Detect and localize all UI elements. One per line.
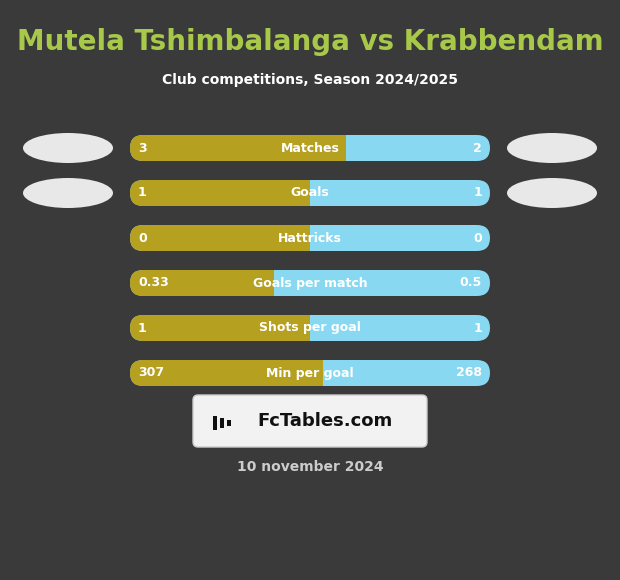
Text: 0.33: 0.33	[138, 277, 169, 289]
Text: 10 november 2024: 10 november 2024	[237, 460, 383, 474]
Text: 1: 1	[473, 321, 482, 335]
Bar	[213, 416, 217, 430]
Text: 0: 0	[138, 231, 147, 245]
Text: 1: 1	[138, 187, 147, 200]
Text: 0: 0	[473, 231, 482, 245]
Text: Club competitions, Season 2024/2025: Club competitions, Season 2024/2025	[162, 73, 458, 87]
FancyBboxPatch shape	[130, 270, 490, 296]
FancyBboxPatch shape	[130, 360, 322, 386]
Bar	[333, 135, 346, 161]
Text: Matches: Matches	[281, 142, 339, 154]
FancyBboxPatch shape	[130, 180, 310, 206]
Ellipse shape	[507, 178, 597, 208]
Text: 2: 2	[473, 142, 482, 154]
Text: FcTables.com: FcTables.com	[257, 412, 392, 430]
Ellipse shape	[507, 133, 597, 163]
Ellipse shape	[23, 178, 113, 208]
Text: Goals per match: Goals per match	[253, 277, 367, 289]
Bar	[297, 225, 310, 251]
FancyBboxPatch shape	[130, 315, 310, 341]
Text: 1: 1	[473, 187, 482, 200]
FancyBboxPatch shape	[130, 360, 490, 386]
FancyBboxPatch shape	[130, 225, 490, 251]
FancyBboxPatch shape	[130, 180, 490, 206]
Bar	[220, 418, 224, 428]
FancyBboxPatch shape	[130, 135, 490, 161]
Text: Mutela Tshimbalanga vs Krabbendam: Mutela Tshimbalanga vs Krabbendam	[17, 28, 603, 56]
Text: Shots per goal: Shots per goal	[259, 321, 361, 335]
Ellipse shape	[23, 133, 113, 163]
FancyBboxPatch shape	[130, 315, 490, 341]
Text: 0.5: 0.5	[460, 277, 482, 289]
Text: 268: 268	[456, 367, 482, 379]
Text: Min per goal: Min per goal	[266, 367, 354, 379]
FancyBboxPatch shape	[130, 135, 346, 161]
FancyBboxPatch shape	[130, 225, 310, 251]
Bar	[297, 315, 310, 341]
Bar	[309, 360, 322, 386]
Bar	[261, 270, 274, 296]
Bar	[297, 180, 310, 206]
Text: Goals: Goals	[291, 187, 329, 200]
Bar	[227, 420, 231, 426]
Text: 3: 3	[138, 142, 146, 154]
Text: 307: 307	[138, 367, 164, 379]
FancyBboxPatch shape	[130, 270, 274, 296]
FancyBboxPatch shape	[193, 395, 427, 447]
Text: 1: 1	[138, 321, 147, 335]
Text: Hattricks: Hattricks	[278, 231, 342, 245]
